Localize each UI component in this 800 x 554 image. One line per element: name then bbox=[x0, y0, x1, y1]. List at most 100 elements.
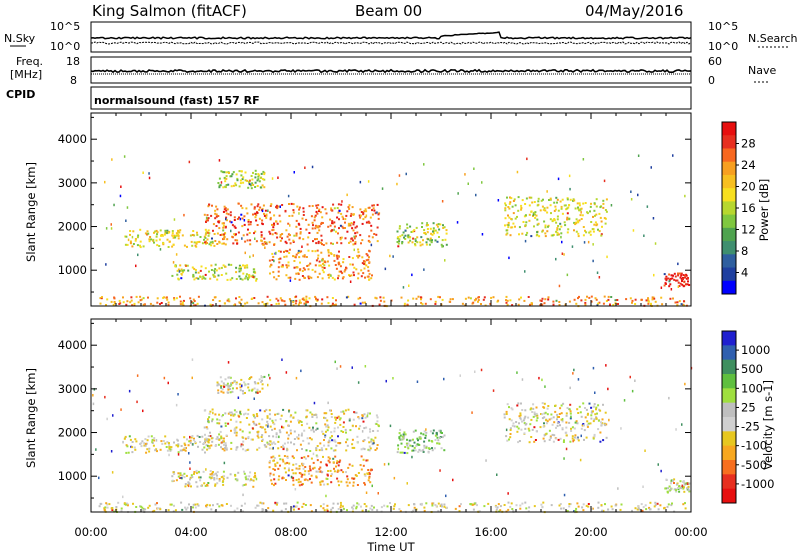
heatmap-cell bbox=[592, 366, 595, 370]
heatmap-cell bbox=[520, 208, 523, 211]
heatmap-cell bbox=[573, 436, 576, 439]
heatmap-cell bbox=[579, 458, 582, 462]
heatmap-cell bbox=[261, 434, 264, 437]
heatmap-cell bbox=[273, 214, 276, 217]
heatmap-cell bbox=[267, 443, 270, 445]
heatmap-cell bbox=[660, 286, 663, 289]
heatmap-cell bbox=[398, 225, 401, 228]
heatmap-cell bbox=[112, 414, 114, 417]
heatmap-cell bbox=[255, 477, 258, 481]
heatmap-cell bbox=[246, 239, 249, 242]
heatmap-cell bbox=[553, 434, 556, 437]
heatmap-cell bbox=[687, 489, 690, 492]
heatmap-cell bbox=[172, 236, 175, 239]
heatmap-cell bbox=[204, 277, 207, 280]
heatmap-cell bbox=[122, 301, 125, 304]
heatmap-cell bbox=[356, 254, 359, 257]
heatmap-cell bbox=[264, 209, 267, 212]
heatmap-cell bbox=[299, 480, 302, 483]
heatmap-cell bbox=[180, 445, 183, 447]
heatmap-cell bbox=[211, 242, 214, 245]
heatmap-cell bbox=[589, 205, 592, 208]
heatmap-cell bbox=[587, 505, 590, 508]
heatmap-cell bbox=[595, 417, 598, 420]
heatmap-cell bbox=[520, 207, 523, 209]
heatmap-cell bbox=[355, 235, 357, 238]
heatmap-cell bbox=[580, 427, 583, 430]
heatmap-cell bbox=[282, 477, 285, 479]
heatmap-cell bbox=[263, 214, 266, 217]
heatmap-cell bbox=[392, 507, 395, 510]
heatmap-cell bbox=[482, 298, 485, 301]
heatmap-cell bbox=[106, 298, 109, 301]
heatmap-cell bbox=[517, 209, 520, 212]
heatmap-cell bbox=[546, 211, 549, 214]
heatmap-cell bbox=[510, 218, 513, 220]
heatmap-cell bbox=[216, 243, 219, 245]
heatmap-cell bbox=[270, 304, 273, 306]
heatmap-cell bbox=[503, 504, 506, 506]
heatmap-cell bbox=[188, 503, 190, 506]
heatmap-cell bbox=[193, 300, 196, 302]
heatmap-cell bbox=[551, 234, 554, 237]
heatmap-cell bbox=[435, 433, 438, 436]
heatmap-cell bbox=[507, 508, 510, 511]
heatmap-cell bbox=[284, 303, 287, 306]
heatmap-cell bbox=[326, 474, 329, 477]
heatmap-cell bbox=[663, 284, 666, 287]
heatmap-cell bbox=[322, 432, 325, 435]
colorbar-tick-label: 500 bbox=[741, 362, 763, 376]
heatmap-cell bbox=[129, 230, 132, 232]
heatmap-cell bbox=[436, 442, 439, 445]
heatmap-cell bbox=[565, 426, 568, 429]
heatmap-cell bbox=[475, 193, 477, 197]
heatmap-cell bbox=[277, 447, 280, 450]
heatmap-cell bbox=[320, 221, 323, 224]
heatmap-cell bbox=[191, 244, 194, 247]
heatmap-cell bbox=[241, 225, 244, 228]
heatmap-cell bbox=[302, 267, 305, 270]
heatmap-cell bbox=[256, 448, 259, 451]
heatmap-cell bbox=[464, 297, 467, 300]
heatmap-cell bbox=[409, 444, 412, 447]
heatmap-cell bbox=[175, 232, 178, 235]
heatmap-cell bbox=[188, 160, 191, 164]
heatmap-cell bbox=[375, 414, 378, 417]
heatmap-cell bbox=[339, 506, 342, 509]
heatmap-cell bbox=[414, 449, 417, 452]
heatmap-cell bbox=[427, 447, 430, 450]
heatmap-cell bbox=[440, 243, 443, 246]
heatmap-cell bbox=[324, 417, 327, 420]
heatmap-cell bbox=[233, 304, 236, 307]
heatmap-cell bbox=[601, 422, 604, 425]
heatmap-cell bbox=[222, 483, 225, 486]
heatmap-cell bbox=[273, 457, 276, 459]
heatmap-cell bbox=[104, 180, 106, 184]
heatmap-cell bbox=[525, 507, 528, 510]
heatmap-cell bbox=[558, 416, 560, 418]
heatmap-cell bbox=[191, 234, 194, 236]
heatmap-cell bbox=[505, 410, 508, 413]
heatmap-cell bbox=[301, 462, 304, 465]
heatmap-cell bbox=[159, 303, 161, 305]
heatmap-cell bbox=[220, 476, 223, 479]
heatmap-cell bbox=[333, 225, 336, 228]
heatmap-cell bbox=[268, 413, 271, 416]
heatmap-cell bbox=[221, 233, 224, 236]
heatmap-cell bbox=[216, 436, 219, 439]
heatmap-cell bbox=[519, 414, 522, 417]
heatmap-cell bbox=[677, 272, 679, 275]
heatmap-cell bbox=[260, 239, 263, 242]
heatmap-cell bbox=[196, 302, 199, 305]
heatmap-cell bbox=[430, 440, 433, 442]
heatmap-cell bbox=[561, 240, 563, 244]
heatmap-cell bbox=[248, 389, 251, 392]
heatmap-cell bbox=[236, 239, 239, 242]
heatmap-cell bbox=[305, 218, 308, 221]
heatmap-cell bbox=[126, 504, 129, 507]
heatmap-cell bbox=[155, 235, 158, 238]
heatmap-cell bbox=[244, 437, 247, 440]
heatmap-cell bbox=[179, 303, 182, 306]
heatmap-cell bbox=[194, 269, 197, 271]
heatmap-cell bbox=[441, 200, 444, 203]
